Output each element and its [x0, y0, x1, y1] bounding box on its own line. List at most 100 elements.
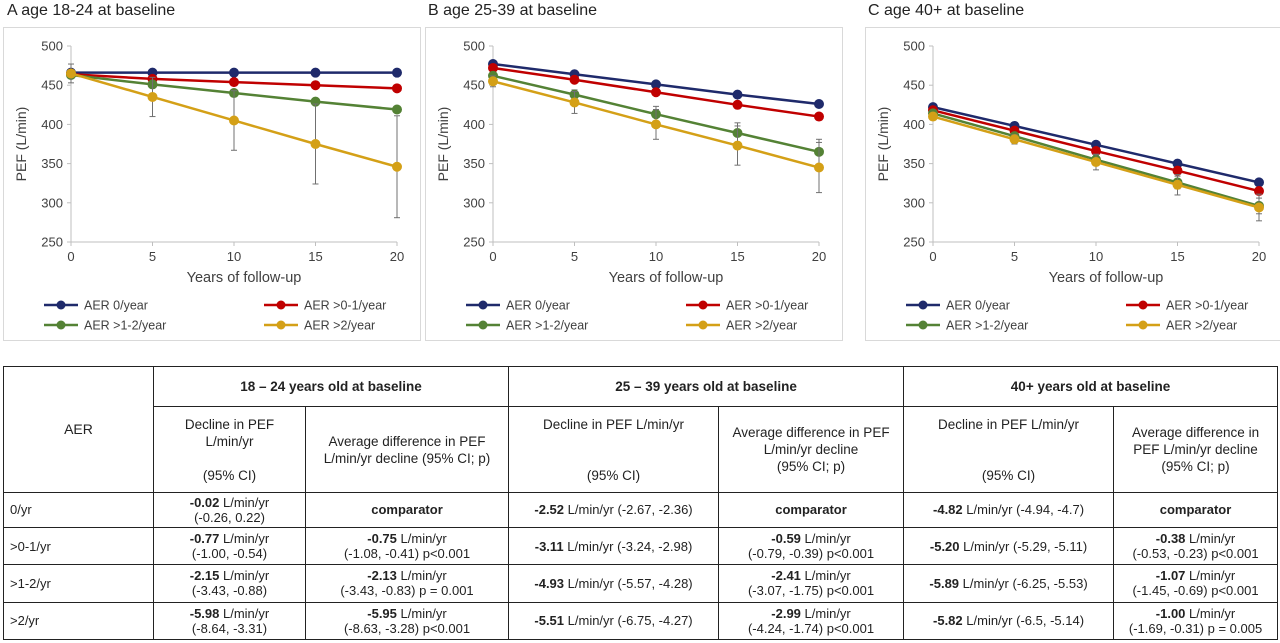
legend-entry: AER >1-2/year: [906, 319, 1028, 333]
y-tick-label: 400: [903, 117, 925, 132]
subheader-line: (95% CI): [202, 467, 257, 483]
data-point: [1254, 202, 1264, 213]
legend-marker: [698, 320, 708, 330]
table-cell: comparator: [304, 491, 510, 528]
group-header-25-39: 25 – 39 years old at baseline: [508, 365, 905, 408]
table-cell: -1.07 L/min/yr (-1.45, -0.69) p<0.001: [1113, 564, 1279, 603]
subheader-line: L/min/yr: [205, 433, 254, 449]
cell-value: -3.11: [534, 538, 564, 554]
data-point: [814, 99, 824, 110]
table-cell: -2.15 L/min/yr (-3.43, -0.88): [153, 564, 306, 603]
cell-value: -2.41: [771, 568, 801, 584]
subheader-line: (95% CI; p): [1161, 459, 1230, 475]
table-group-header-row: AER 18 – 24 years old at baseline 25 – 3…: [3, 365, 1279, 493]
cell-ci: (-0.53, -0.23) p<0.001: [1132, 546, 1259, 562]
cell-value: -5.51: [534, 613, 565, 629]
table-subheader-row: Decline in PEF L/min/yr (95% CI) Average d…: [4, 406, 1279, 493]
cell-ci: (-0.79, -0.39) p<0.001: [747, 546, 875, 562]
legend-marker: [1138, 320, 1148, 330]
cell-ci: (-3.43, -0.88): [191, 583, 268, 599]
legend-marker: [276, 320, 286, 330]
data-point: [732, 140, 743, 151]
cell-ci: (-3.43, -0.83) p = 0.001: [340, 583, 474, 599]
cell-unit: L/min/yr: [800, 568, 851, 584]
table-cell: -0.77 L/min/yr (-1.00, -0.54): [153, 526, 306, 566]
data-point: [147, 91, 158, 102]
cell-unit: L/min/yr: [219, 494, 270, 510]
cell-value: comparator: [775, 502, 847, 518]
x-tick-label: 10: [649, 249, 663, 264]
cell-unit: L/min/yr: [396, 531, 447, 547]
cell-value: -2.99: [771, 605, 801, 621]
cell-ci: (-8.64, -3.31): [191, 620, 268, 636]
y-tick-label: 350: [463, 156, 485, 171]
legend-label: AER >2/year: [1166, 319, 1237, 333]
x-tick-label: 20: [1252, 249, 1266, 264]
y-tick-label: 450: [41, 78, 63, 93]
legend-entry: AER >0-1/year: [1126, 299, 1248, 313]
y-tick-label: 250: [903, 235, 925, 250]
chart-svg: 250 300 350 400 450 500 0 5 10 15 20 Years of follo…: [875, 39, 1266, 333]
legend-entry: AER >2/year: [1126, 319, 1237, 333]
cell-unit: L/min/yr (-6.5, -5.14): [962, 613, 1085, 629]
table-cell: -3.11 L/min/yr (-3.24, -2.98): [508, 526, 720, 566]
cell-ci: (-1.00, -0.54): [191, 546, 268, 562]
legend-label: AER >0-1/year: [304, 299, 386, 313]
data-point: [392, 161, 402, 172]
x-tick-label: 5: [571, 249, 578, 264]
cell-ci: (-1.08, -0.41) p<0.001: [343, 546, 471, 562]
data-point: [1172, 165, 1183, 176]
cell-value: -5.98: [189, 605, 220, 621]
y-tick-label: 400: [41, 117, 63, 132]
cell-unit: L/min/yr: [800, 531, 851, 547]
legend-label: AER 0/year: [506, 299, 570, 313]
legend-label: AER >1-2/year: [946, 319, 1028, 333]
subheader-line: Average difference in PEF: [732, 425, 890, 441]
row-label: >1-2/yr: [3, 564, 154, 603]
legend-label: AER >1-2/year: [84, 319, 166, 333]
x-tick-label: 15: [1170, 249, 1184, 264]
table-cell: -0.59 L/min/yr (-0.79, -0.39) p<0.001: [718, 526, 905, 566]
subheader-cell: Decline in PEF L/min/yr (95% CI): [903, 406, 1115, 493]
data-point: [229, 115, 239, 126]
cell-unit: L/min/yr (-3.24, -2.98): [563, 538, 693, 554]
y-tick-label: 300: [903, 195, 925, 210]
subheader-cell: Average difference in PEF L/min/yr declin…: [304, 406, 510, 493]
table-cell: -1.00 L/min/yr (-1.69, -0.31) p = 0.005: [1113, 601, 1279, 641]
cell-unit: L/min/yr (-6.75, -4.27): [564, 613, 693, 629]
table-cell: -0.75 L/min/yr (-1.08, -0.41) p<0.001: [304, 526, 510, 566]
x-tick-label: 15: [730, 249, 744, 264]
legend-entry: AER 0/year: [906, 299, 1010, 313]
x-axis-label: Years of follow-up: [1049, 270, 1164, 286]
cell-unit: L/min/yr (-4.94, -4.7): [962, 502, 1085, 518]
subheader-cell: Average difference in PEF L/min/yr declin…: [1113, 406, 1279, 493]
x-tick-label: 0: [929, 249, 936, 264]
y-tick-label: 250: [41, 235, 63, 250]
y-tick-label: 500: [903, 39, 925, 54]
table-cell: -5.51 L/min/yr (-6.75, -4.27): [508, 601, 720, 641]
subheader-line: Decline in PEF L/min/yr: [938, 416, 1080, 432]
cell-unit: L/min/yr (-5.29, -5.11): [959, 538, 1088, 554]
legend-marker: [276, 300, 286, 310]
legend-label: AER 0/year: [946, 299, 1010, 313]
row-label: >2/yr: [3, 601, 154, 641]
y-axis-label: PEF (L/min): [13, 107, 29, 182]
group-header-18-24: 18 – 24 years old at baseline: [152, 365, 510, 408]
data-point: [651, 119, 661, 130]
subheader-line: (95% CI): [586, 467, 641, 483]
data-point: [392, 83, 402, 94]
x-axis-label: Years of follow-up: [187, 270, 302, 286]
data-point: [229, 67, 239, 78]
table-cell: -5.95 L/min/yr (-8.63, -3.28) p<0.001: [304, 601, 510, 641]
cell-ci: (-8.63, -3.28) p<0.001: [343, 620, 471, 636]
table-cell: -4.93 L/min/yr (-5.57, -4.28): [508, 564, 720, 603]
row-label: 0/yr: [3, 491, 154, 528]
cell-unit: L/min/yr (-5.57, -4.28): [564, 575, 693, 591]
subheader-cell: Decline in PEF L/min/yr (95% CI): [508, 406, 720, 493]
legend-marker: [478, 320, 488, 330]
cell-value: -4.93: [534, 575, 565, 591]
cell-ci: (-1.45, -0.69) p<0.001: [1132, 583, 1259, 599]
group-header-40-plus: 40+ years old at baseline: [903, 365, 1279, 408]
cell-value: -5.95: [367, 605, 397, 621]
x-axis-label: Years of follow-up: [609, 270, 724, 286]
